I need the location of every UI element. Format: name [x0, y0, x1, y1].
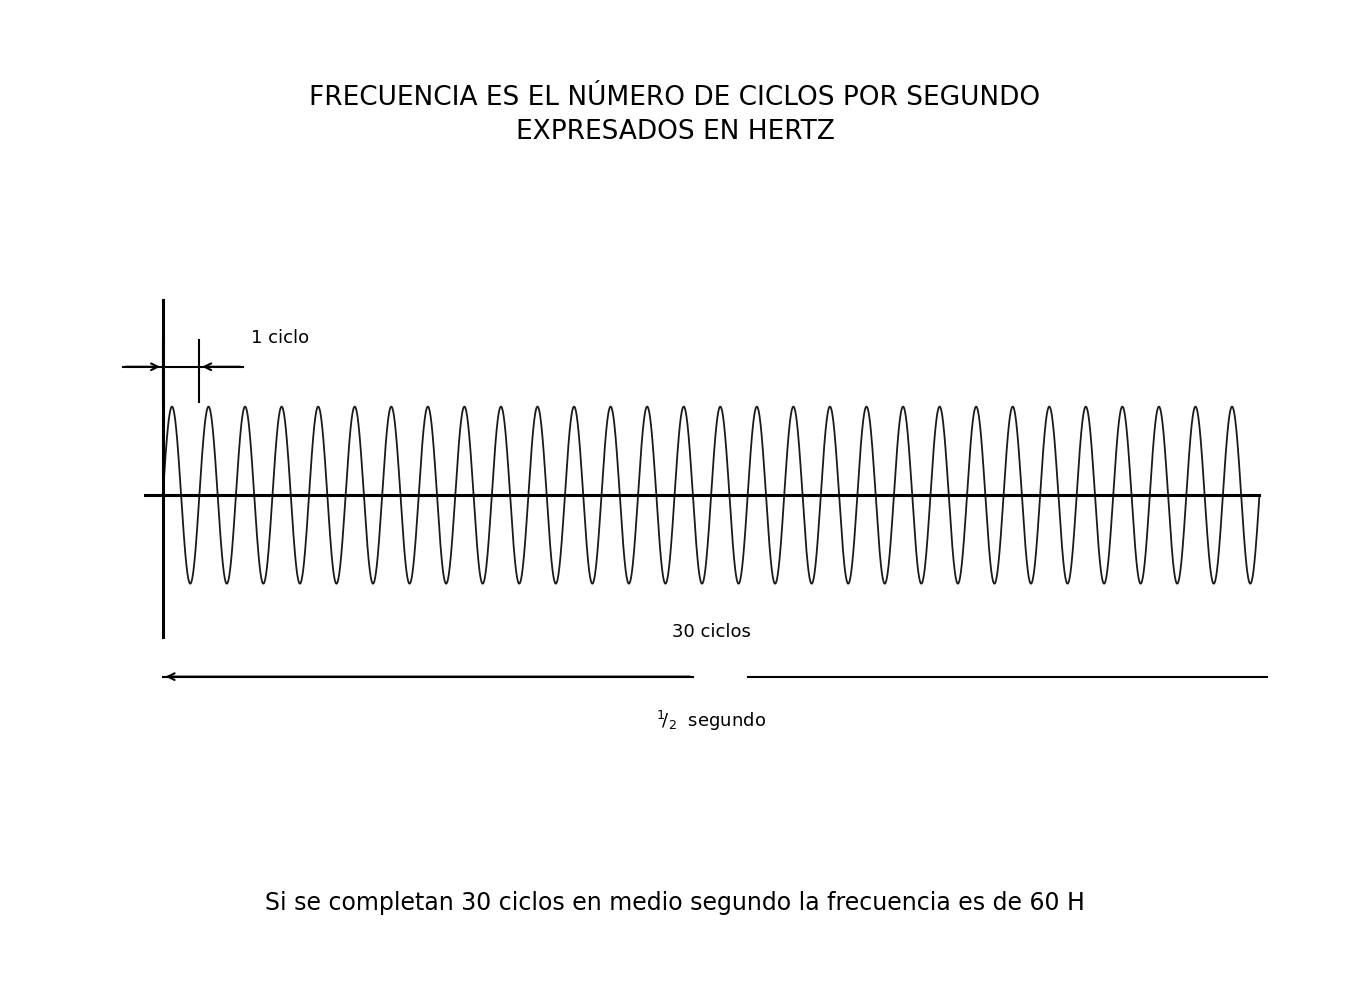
Text: 30 ciclos: 30 ciclos	[672, 624, 751, 642]
Text: FRECUENCIA ES EL NÚMERO DE CICLOS POR SEGUNDO
EXPRESADOS EN HERTZ: FRECUENCIA ES EL NÚMERO DE CICLOS POR SE…	[309, 85, 1041, 145]
Text: 1 ciclo: 1 ciclo	[251, 328, 309, 346]
Text: $^{1}\!/_{2}$  segundo: $^{1}\!/_{2}$ segundo	[656, 709, 767, 733]
Text: Si se completan 30 ciclos en medio segundo la frecuencia es de 60 H: Si se completan 30 ciclos en medio segun…	[265, 891, 1085, 915]
